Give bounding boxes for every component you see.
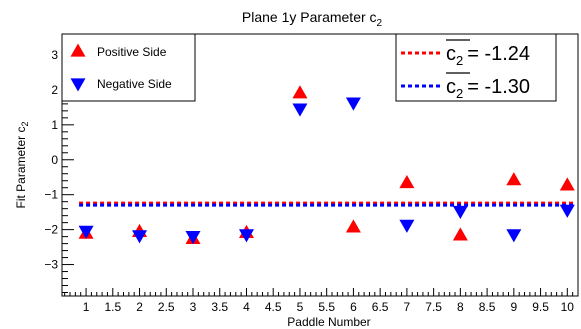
x-axis-label: Paddle Number — [287, 315, 370, 329]
y-tick-label: −2 — [44, 223, 58, 237]
marker-positive — [399, 174, 415, 189]
y-axis-label: Fit Parameter c2 — [14, 121, 30, 208]
y-tick-label: −1 — [44, 188, 58, 202]
marker-positive — [559, 177, 575, 191]
x-tick-label: 7.5 — [425, 300, 442, 314]
marker-negative — [78, 225, 94, 239]
x-tick-label: 6 — [350, 300, 357, 314]
series-legend: Positive Side Negative Side — [61, 33, 196, 102]
x-tick-label: 3.5 — [211, 300, 228, 314]
y-tick-label: 1 — [51, 118, 58, 132]
marker-negative — [345, 97, 361, 111]
avg-legend-label-negative: c2 = -1.30 — [446, 76, 530, 101]
x-tick-label: 5.5 — [318, 300, 335, 314]
y-tick-label: 3 — [51, 48, 58, 62]
x-tick-label: 9.5 — [532, 300, 549, 314]
y-tick-label: −3 — [44, 258, 58, 272]
plot-frame — [61, 33, 579, 297]
x-tick-label: 2 — [136, 300, 143, 314]
legend-label-negative: Negative Side — [97, 77, 172, 91]
legend-swatch-positive — [70, 43, 86, 57]
x-tick-label: 4.5 — [265, 300, 282, 314]
x-tick-label: 1.5 — [104, 300, 121, 314]
x-tick-label: 2.5 — [158, 300, 175, 314]
avg-legend-label-positive: c2 = -1.24 — [446, 43, 530, 68]
marker-positive — [452, 227, 468, 241]
series-legend-box — [61, 33, 196, 102]
chart-title: Plane 1y Parameter c2 — [242, 9, 383, 29]
chart-title-subscript: 2 — [377, 18, 383, 29]
marker-negative — [185, 230, 201, 245]
y-tick-label: 0 — [51, 153, 58, 167]
axes: 1 1.5 2 2.5 3 3.5 4 4.5 5 5.5 6 6.5 7 7.5 8 8.5 9 9.5 10−3… — [44, 33, 579, 314]
marker-positive — [345, 219, 361, 233]
marker-negative — [506, 229, 522, 243]
x-tick-label: 6.5 — [372, 300, 389, 314]
marker-negative — [452, 205, 468, 219]
marker-negative — [238, 229, 254, 243]
average-legend: c2 = -1.24 c2 = -1.30 — [395, 33, 557, 102]
x-tick-label: 5 — [297, 300, 304, 314]
legend-swatch-negative — [70, 78, 86, 92]
y-tick-label: 2 — [51, 83, 58, 97]
average-lines — [79, 201, 575, 207]
legend-label-positive: Positive Side — [97, 45, 167, 59]
marker-positive — [506, 172, 522, 186]
x-tick-label: 3 — [190, 300, 197, 314]
x-tick-label: 1 — [83, 300, 90, 314]
average-legend-box — [395, 33, 557, 102]
marker-negative — [399, 219, 415, 233]
x-tick-label: 9 — [510, 300, 517, 314]
marker-negative — [132, 230, 148, 244]
x-tick-label: 7 — [404, 300, 411, 314]
marker-positive — [292, 85, 308, 99]
x-tick-label: 10 — [561, 300, 575, 314]
marker-negative — [292, 103, 308, 117]
marker-negative — [559, 204, 575, 218]
x-tick-label: 4 — [243, 300, 250, 314]
x-tick-label: 8 — [457, 300, 464, 314]
data-markers — [78, 85, 575, 245]
x-tick-label: 8.5 — [479, 300, 496, 314]
